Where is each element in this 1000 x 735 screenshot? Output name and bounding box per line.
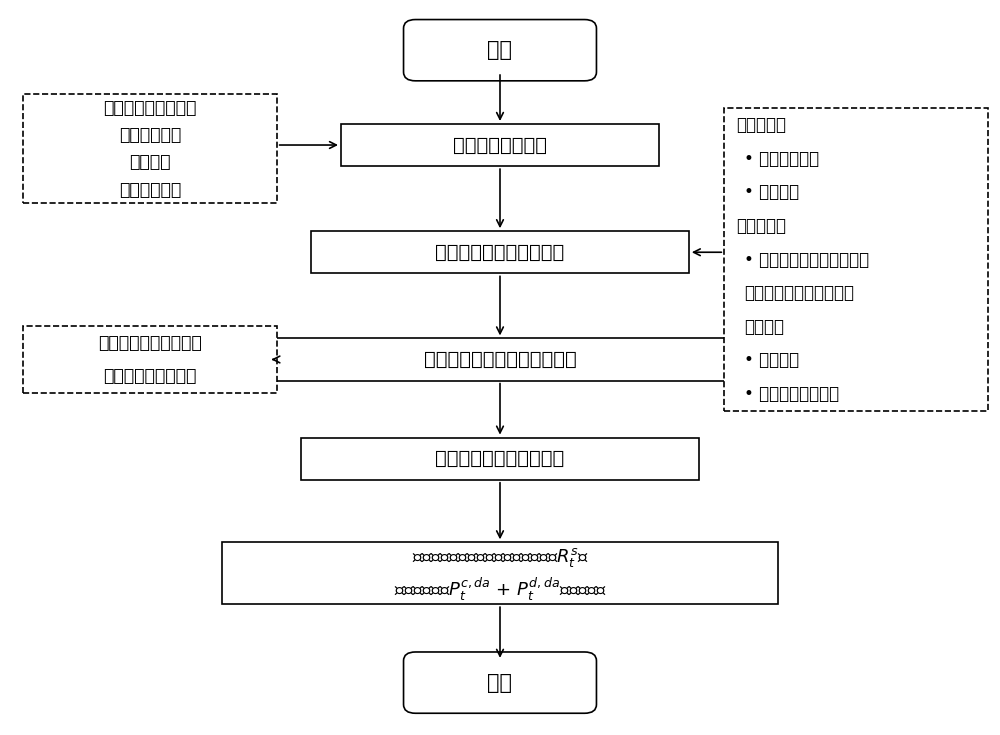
Text: 转化为混合整数线性规划问题: 转化为混合整数线性规划问题 (424, 350, 576, 369)
Text: 功率约束: 功率约束 (744, 318, 784, 336)
Bar (271, 338, 729, 381)
Bar (222, 542, 778, 604)
Text: 储能系统日前最优的二次调频容量（$R_t^s$）: 储能系统日前最优的二次调频容量（$R_t^s$） (412, 545, 588, 569)
Bar (311, 231, 689, 273)
Text: 偏差电量惩罚: 偏差电量惩罚 (119, 181, 181, 198)
Text: • 二次调频容量约束: • 二次调频容量约束 (744, 385, 839, 403)
Text: 的储能系统的能量约束及: 的储能系统的能量约束及 (744, 284, 854, 302)
Text: • 电量约束: • 电量约束 (744, 351, 799, 370)
Text: 决策变量：: 决策变量： (736, 116, 786, 134)
Text: • 同时考虑一次、二次调频: • 同时考虑一次、二次调频 (744, 251, 869, 268)
Text: 示为等价的线性约束: 示为等价的线性约束 (103, 368, 197, 385)
Text: • 二次调频容量: • 二次调频容量 (744, 150, 819, 168)
Text: • 基准功率: • 基准功率 (744, 183, 799, 201)
Text: 开始: 开始 (488, 40, 512, 60)
Text: 和基准功率（$P_t^{c,da}$ + $P_t^{d,da}$）申报方案: 和基准功率（$P_t^{c,da}$ + $P_t^{d,da}$）申报方案 (394, 576, 606, 603)
Text: 结束: 结束 (488, 673, 512, 692)
Bar (301, 437, 699, 480)
Text: 将功率偏差等式约束表: 将功率偏差等式约束表 (98, 334, 202, 352)
FancyBboxPatch shape (404, 652, 596, 713)
FancyBboxPatch shape (404, 20, 596, 81)
Bar (23, 94, 277, 204)
Bar (23, 326, 277, 393)
Bar (341, 124, 659, 166)
Text: 使用分支定界法进行求解: 使用分支定界法进行求解 (435, 449, 565, 468)
Text: 确定决策变量与约束条件: 确定决策变量与约束条件 (435, 243, 565, 262)
Bar (724, 108, 988, 411)
Text: 二次调频收益: 二次调频收益 (119, 126, 181, 144)
Text: 寿命折损: 寿命折损 (129, 154, 171, 171)
Text: 约束条件：: 约束条件： (736, 217, 786, 235)
Text: 建立优化目标函数: 建立优化目标函数 (453, 135, 547, 154)
Text: 储能系统购售电成本: 储能系统购售电成本 (103, 98, 197, 117)
